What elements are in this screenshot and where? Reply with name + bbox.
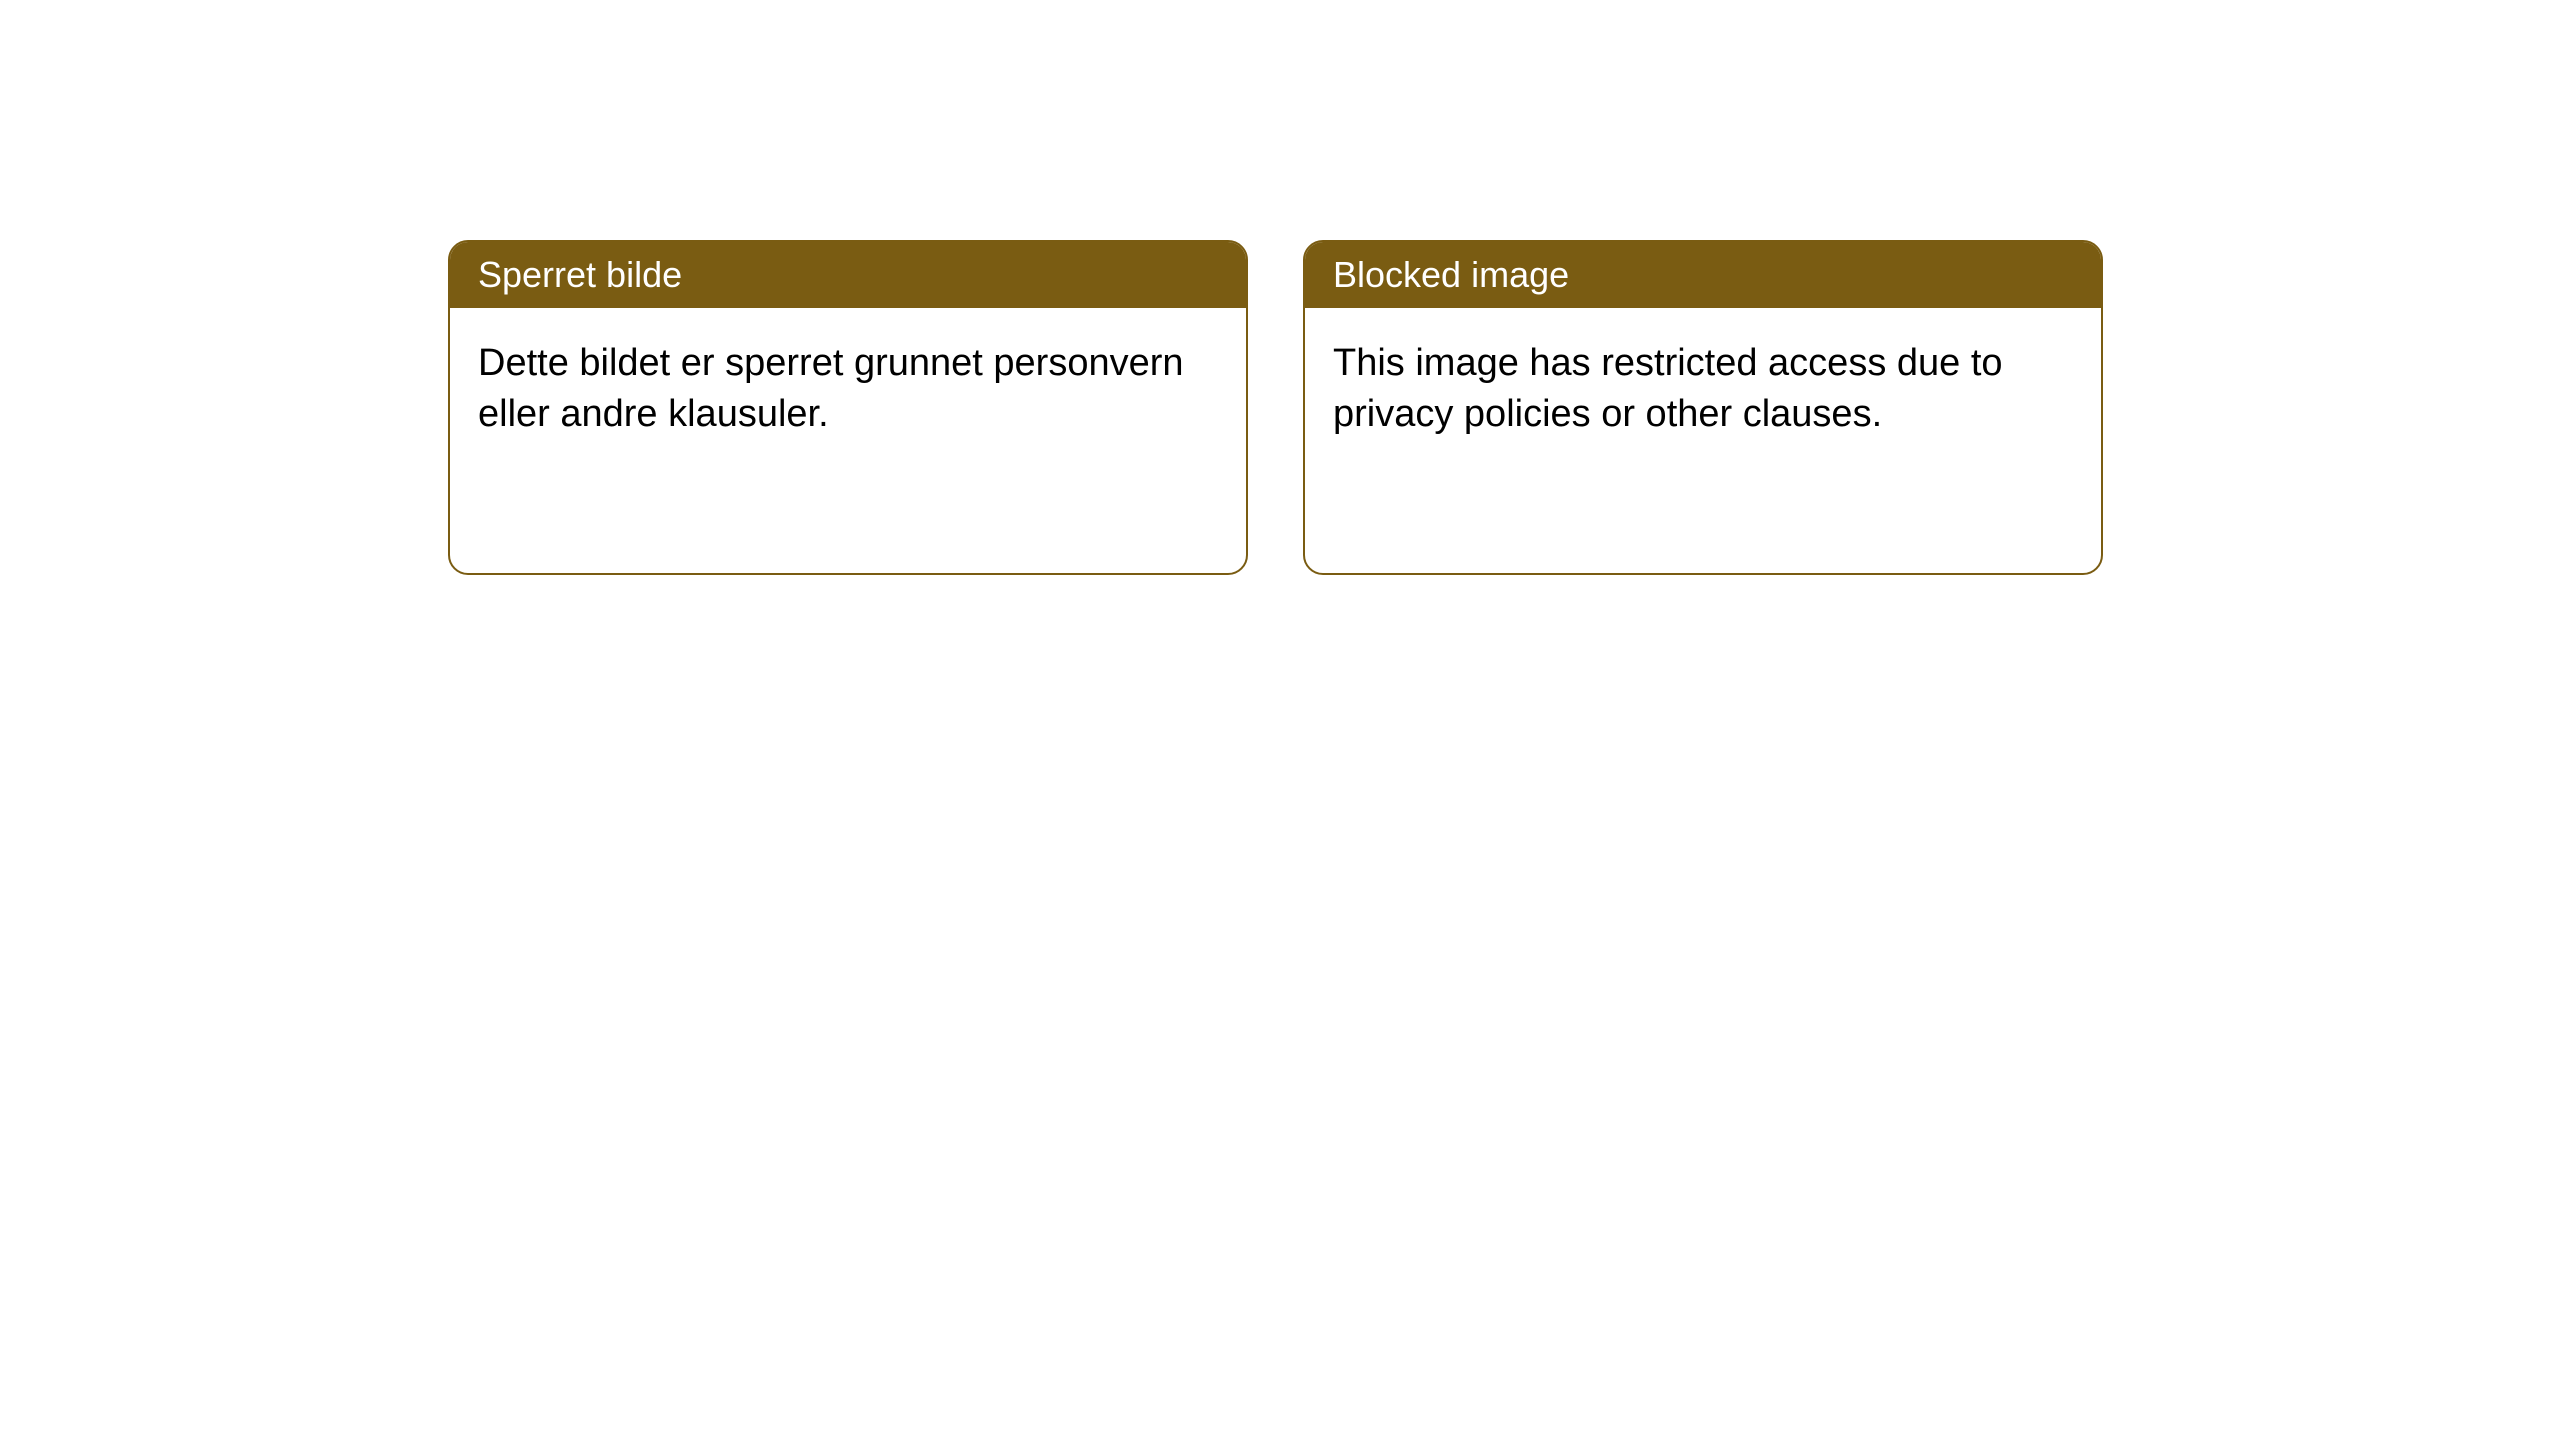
card-title-text: Sperret bilde <box>478 254 682 295</box>
card-header: Sperret bilde <box>450 242 1246 308</box>
notice-card-norwegian: Sperret bilde Dette bildet er sperret gr… <box>448 240 1248 575</box>
card-body-text: This image has restricted access due to … <box>1333 342 2003 435</box>
notice-container: Sperret bilde Dette bildet er sperret gr… <box>0 0 2560 575</box>
card-title-text: Blocked image <box>1333 254 1569 295</box>
card-body: Dette bildet er sperret grunnet personve… <box>450 308 1246 471</box>
card-body-text: Dette bildet er sperret grunnet personve… <box>478 342 1184 435</box>
notice-card-english: Blocked image This image has restricted … <box>1303 240 2103 575</box>
card-body: This image has restricted access due to … <box>1305 308 2101 471</box>
card-header: Blocked image <box>1305 242 2101 308</box>
